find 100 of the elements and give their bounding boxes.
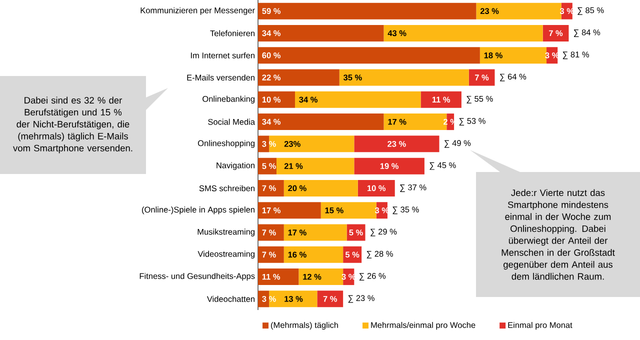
total-label: ∑ 49 % [444, 140, 471, 148]
bar [258, 224, 284, 241]
data-label: 23% [284, 141, 300, 147]
total-label: ∑ 26 % [359, 273, 386, 281]
total-label: ∑ 37 % [400, 184, 426, 192]
bar [258, 268, 299, 286]
data-label: 17 % [388, 118, 406, 125]
y-tick-label: Kommunizieren per Messenger [140, 7, 255, 15]
legend-label: Einmal pro Monat [508, 322, 572, 330]
bar [258, 2, 476, 20]
data-label: 34 % [299, 96, 318, 103]
total-label: ∑ 53 % [459, 118, 486, 126]
data-label: 15 % [325, 207, 344, 214]
data-label: 10 % [367, 185, 386, 192]
data-label: 59 % [262, 8, 281, 14]
bar [346, 224, 366, 241]
bar [298, 268, 344, 286]
data-label: 7 % [262, 252, 276, 258]
y-tick-label: Onlinebanking [202, 96, 254, 104]
data-label: 7 % [475, 74, 489, 80]
text: Dabei sind es 32 % der Berufstätigen und 15 % der Nicht-Berufstätigen, die (mehrmals) täglich E-Mails vom Smartphone versenden. [13, 96, 132, 154]
y-tick-label: Navigation [216, 162, 254, 170]
bar [258, 202, 321, 219]
data-label: 17 % [262, 207, 281, 214]
y-tick-label: SMS schreiben [199, 185, 254, 192]
bar [354, 136, 440, 152]
data-label: 7 % [262, 230, 276, 236]
data-label: 7 % [262, 185, 276, 192]
bar [284, 224, 347, 241]
total-label: ∑ 81 % [562, 52, 589, 60]
y-tick-label: Telefonieren [210, 30, 255, 36]
bar [542, 24, 569, 42]
y-tick-label: Videostreaming [198, 250, 254, 259]
bar [258, 114, 384, 130]
bar [343, 246, 362, 263]
bar [258, 180, 284, 196]
data-label: 11 % [432, 96, 450, 103]
bar [320, 202, 376, 219]
data-label: 21 % [284, 163, 303, 169]
data-label: 19 % [380, 163, 398, 169]
bar [258, 91, 295, 108]
y-tick-label: Musikstreaming [198, 228, 255, 236]
bar [354, 158, 424, 174]
data-label: 5 % [349, 230, 363, 236]
legend-label: Mehrmals/einmal pro Woche [371, 322, 476, 330]
bar [420, 91, 462, 108]
total-label: ∑ 29 % [370, 228, 397, 236]
bar [258, 246, 284, 263]
bar [284, 180, 358, 196]
data-label: 43 % [388, 30, 406, 36]
data-label: 5 % [262, 163, 276, 169]
total-label: ∑ 55 % [466, 96, 493, 104]
data-label: 34 % [262, 118, 281, 125]
bar [358, 180, 395, 196]
data-label: 18 % [484, 52, 502, 58]
data-label: 17 % [288, 230, 306, 236]
data-label: 13 % [284, 296, 303, 302]
bar [258, 158, 276, 174]
bar [269, 290, 318, 308]
data-label: 7 % [549, 30, 563, 36]
data-label: 23 % [480, 8, 499, 14]
y-tick-label: Fitness- und Gesundheits-Apps [140, 272, 255, 281]
data-label: 10 % [262, 96, 281, 103]
data-label: 20 % [288, 185, 306, 192]
bar [258, 290, 270, 308]
total-label: ∑ 45 % [430, 162, 456, 170]
data-label: 16 % [288, 252, 306, 258]
annotation: Jede:r Vierte nutzt das Smartphone mindestens einmal in der Woche zum Onlineshopping. Dabei überwiegt der Anteil der Menschen in der Großstadt gegenüber dem Anteil aus dem ländlichen Raum. [502, 189, 615, 280]
data-label: 23 % [388, 141, 406, 147]
bar [468, 69, 495, 86]
data-label: 5 % [345, 252, 360, 258]
data-label: 22 % [262, 74, 281, 80]
total-label: ∑ 28 % [366, 250, 393, 258]
bar [258, 24, 384, 42]
data-label: 7 % [323, 296, 338, 302]
bar [269, 136, 354, 152]
data-label: 60 % [262, 52, 281, 58]
bar [480, 47, 547, 64]
bar [258, 69, 340, 86]
bar [258, 136, 270, 152]
y-tick-label: Social Media [208, 118, 256, 125]
data-label: 34 % [262, 30, 281, 36]
y-tick-label: Videochatten [206, 296, 255, 302]
bar [317, 290, 344, 308]
total-label: ∑ 84 % [574, 29, 600, 37]
data-label: 11 % [262, 274, 280, 280]
y-tick-label: Onlineshopping [198, 140, 254, 148]
y-tick-label: (Online-)Spiele in Apps spielen [142, 206, 254, 214]
total-label: ∑ 85 % [578, 7, 604, 15]
bar [384, 24, 543, 42]
bar [276, 158, 354, 174]
total-label: ∑ 23 % [348, 295, 374, 303]
bar [284, 246, 344, 263]
total-label: ∑ 64 % [500, 74, 526, 82]
y-tick-label: E-Mails versenden [187, 74, 254, 81]
bar [258, 47, 480, 64]
legend-label: (Mehrmals) täglich [271, 322, 338, 330]
data-label: 12 % [303, 274, 322, 280]
total-label: ∑ 35 % [392, 206, 419, 214]
bar [476, 2, 562, 20]
